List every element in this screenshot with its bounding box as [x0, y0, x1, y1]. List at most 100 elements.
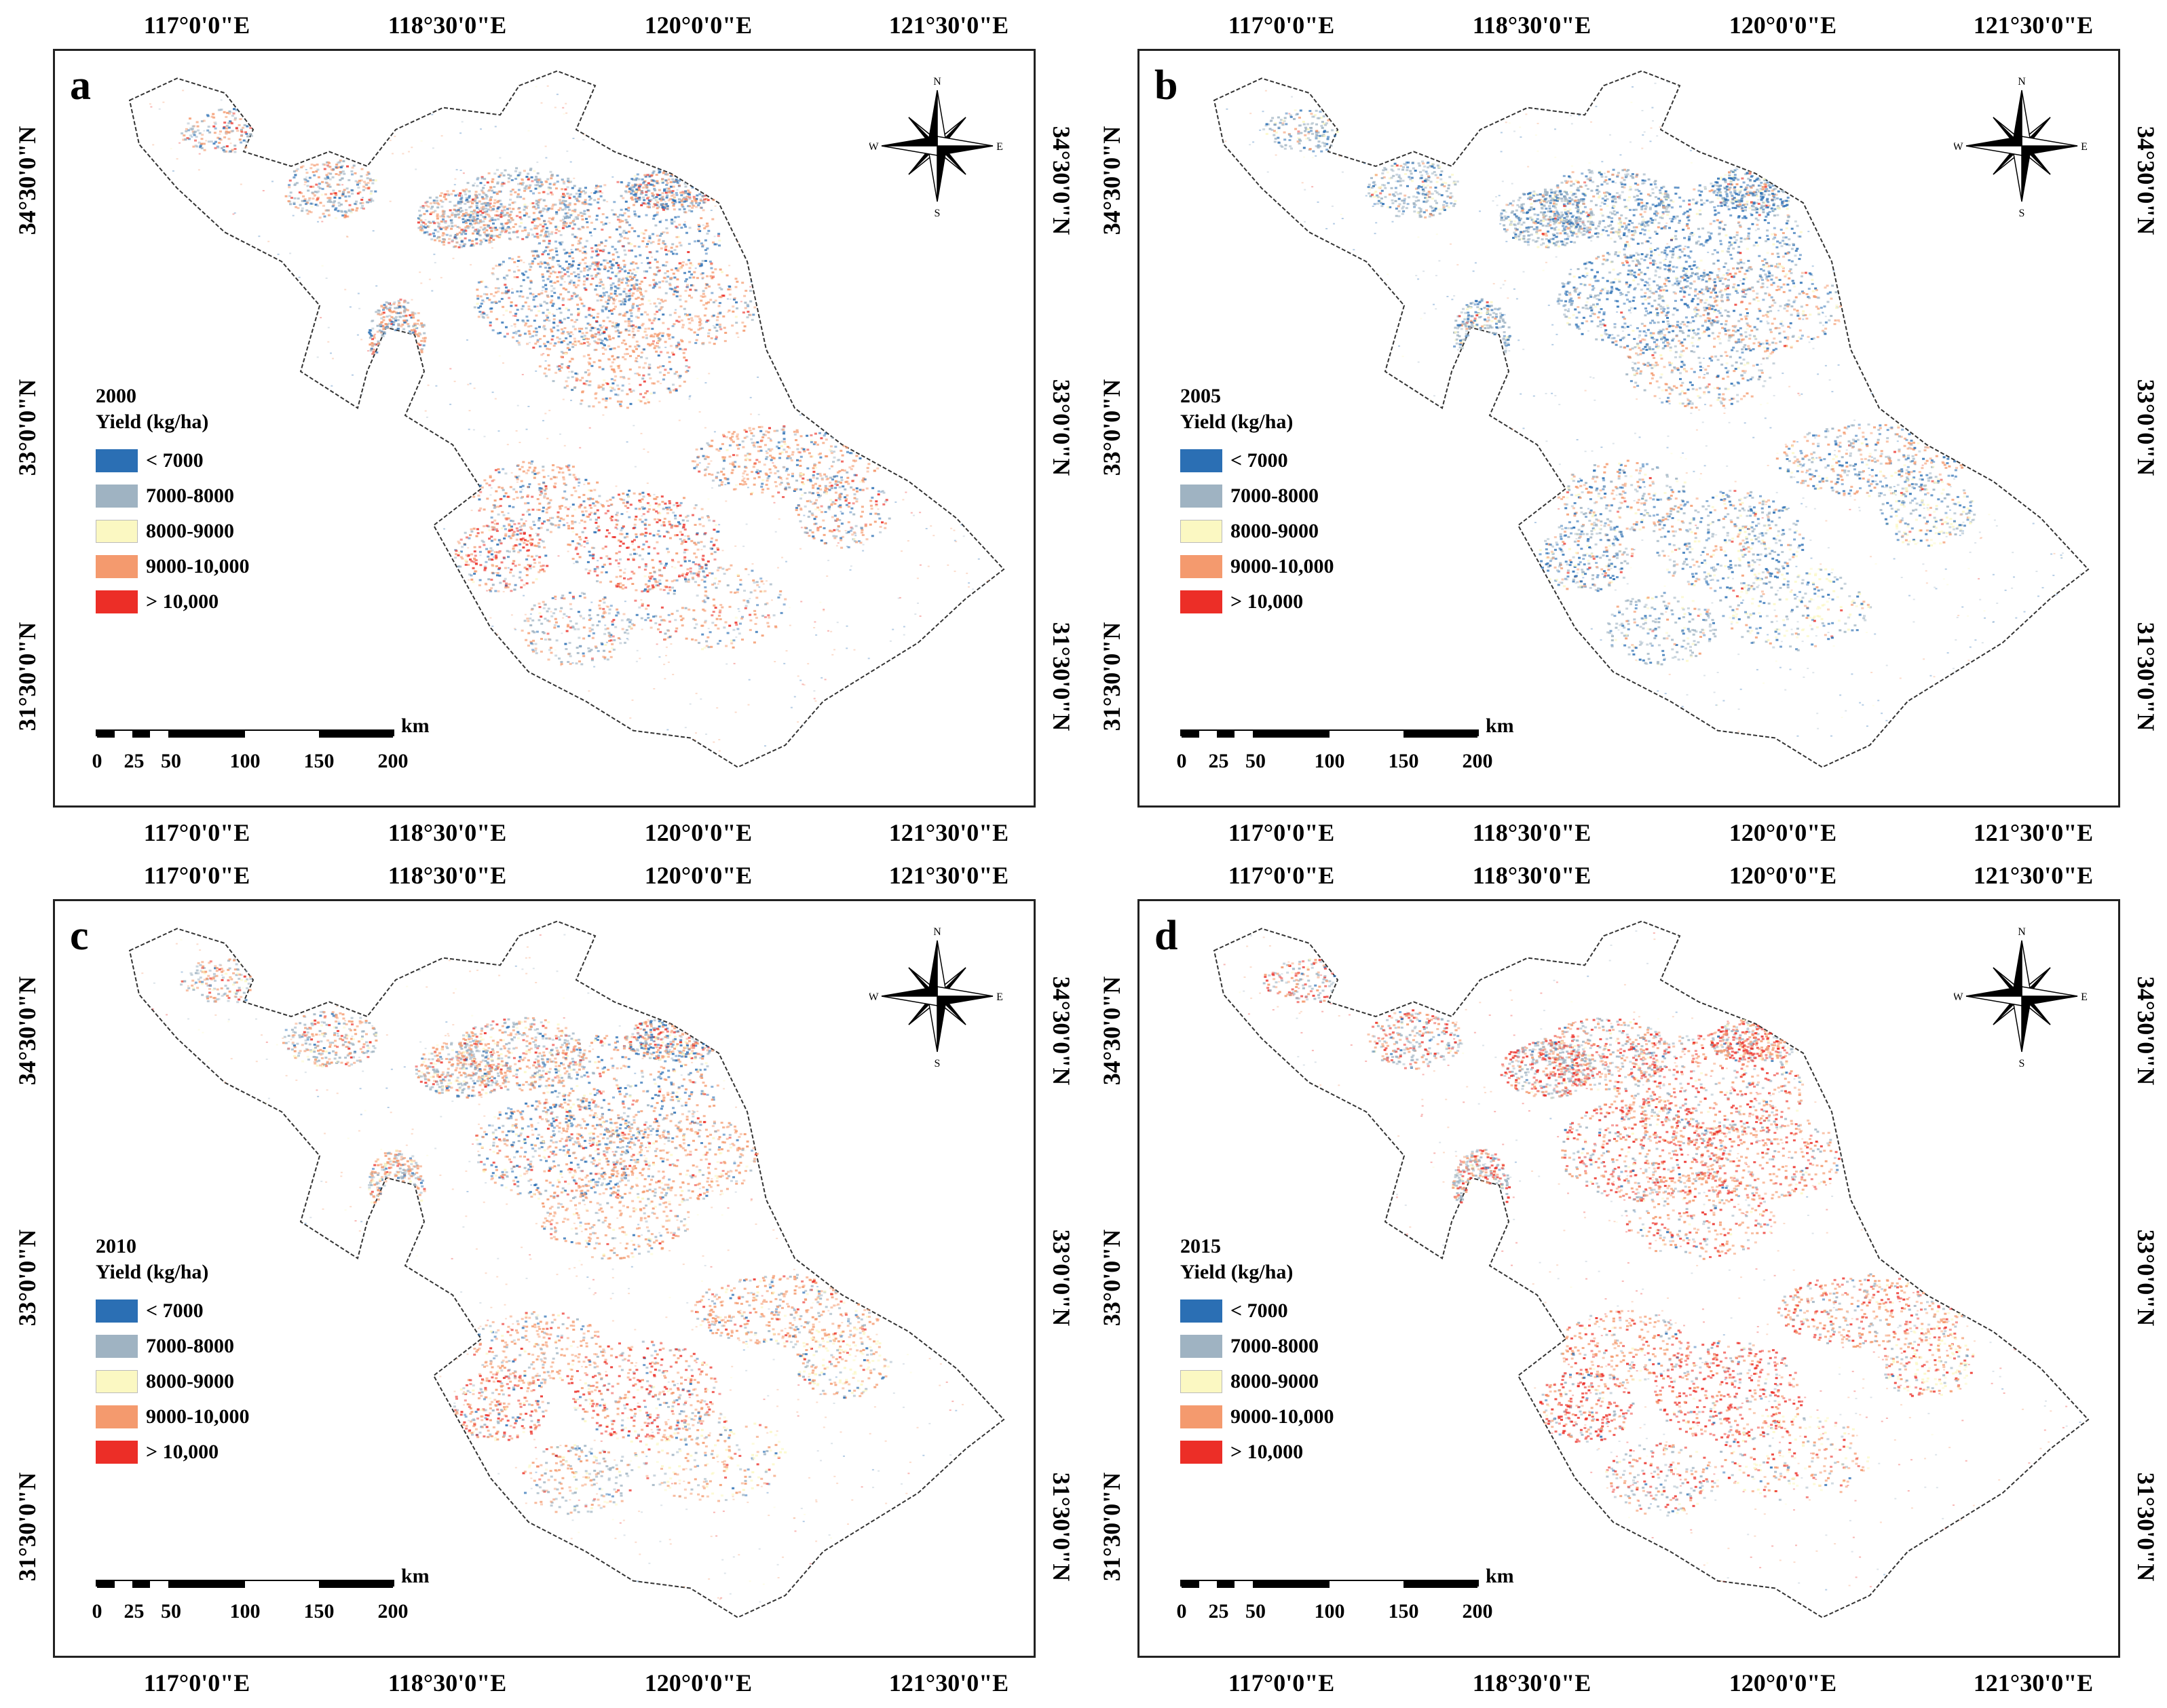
longitude-label: 121°30'0"E	[889, 818, 1009, 847]
latitude-label: 31°30'0"N	[1047, 622, 1076, 731]
scale-bar-segment	[150, 731, 168, 738]
legend-title: Yield (kg/ha)	[96, 1259, 250, 1285]
latitude-label: 34°30'0"N	[1097, 126, 1126, 235]
compass-n-label: N	[2018, 926, 2026, 938]
panel-letter: b	[1154, 62, 1177, 110]
latitude-label: 31°30'0"N	[13, 622, 41, 731]
north-arrow-icon: N S E W	[868, 71, 1005, 221]
longitude-label: 120°0'0"E	[645, 818, 752, 847]
longitude-label: 118°30'0"E	[388, 11, 506, 39]
scale-bar-segment	[97, 731, 115, 738]
latitude-label: 31°30'0"N	[1097, 1473, 1126, 1581]
latitude-label: 33°0'0"N	[1097, 379, 1126, 476]
scale-bar-segment	[132, 1581, 151, 1588]
longitude-label: 117°0'0"E	[144, 11, 250, 39]
longitude-label: 121°30'0"E	[1974, 1669, 2093, 1697]
longitude-label: 118°30'0"E	[1473, 861, 1591, 890]
province-boundary	[1213, 70, 2090, 768]
compass-n-label: N	[933, 76, 941, 88]
legend-swatch	[96, 1405, 138, 1428]
compass-rose-icon: N S E W	[1953, 76, 2088, 219]
longitude-label: 118°30'0"E	[388, 1669, 506, 1697]
scale-bar-segment	[115, 1581, 133, 1588]
legend-swatch	[96, 520, 138, 543]
compass-e-label: E	[2081, 141, 2088, 153]
longitude-label: 117°0'0"E	[1228, 11, 1334, 39]
latitude-label: 33°0'0"N	[1047, 1230, 1076, 1326]
compass-e-label: E	[996, 991, 1003, 1003]
scale-tick-label: 25	[1209, 1600, 1229, 1623]
compass-s-label: S	[2019, 1058, 2025, 1069]
legend-item: 8000-9000	[1180, 1364, 1334, 1399]
legend-label: 9000-10,000	[1230, 555, 1334, 578]
scale-bar-segment	[245, 731, 319, 738]
longitude-label: 120°0'0"E	[1729, 11, 1836, 39]
longitude-label: 120°0'0"E	[1729, 861, 1836, 890]
scale-bar-track	[1180, 729, 1479, 738]
legend-item: < 7000	[1180, 443, 1334, 478]
scale-bar-segment	[1182, 731, 1200, 738]
longitude-label: 121°30'0"E	[1974, 818, 2093, 847]
province-yield-map	[1213, 70, 2090, 768]
legend: 2010 Yield (kg/ha) < 7000 7000-8000 8000-900…	[96, 1234, 250, 1470]
compass-s-label: S	[935, 208, 941, 219]
legend-item: < 7000	[96, 443, 250, 478]
scale-bar-segment	[1217, 1581, 1235, 1588]
legend-swatch	[96, 1441, 138, 1464]
longitude-label: 120°0'0"E	[645, 1669, 752, 1697]
scale-tick-label: 150	[304, 1600, 335, 1623]
scale-tick-label: 50	[1245, 750, 1266, 773]
scale-tick-label: 200	[1463, 750, 1493, 773]
map-panel-b: b 2005 Yield (kg/ha) < 7000 7000-8000 8000-90…	[1137, 49, 2120, 808]
legend-label: > 10,000	[146, 590, 219, 613]
legend-swatch	[96, 485, 138, 508]
longitude-label: 120°0'0"E	[645, 861, 752, 890]
scale-bar-segment	[150, 1581, 168, 1588]
scale-tick-label: 200	[378, 1600, 409, 1623]
longitude-label: 120°0'0"E	[1729, 1669, 1836, 1697]
compass-n-label: N	[933, 926, 941, 938]
scale-tick-label: 25	[1209, 750, 1229, 773]
scale-bar-segment	[1330, 731, 1403, 738]
scale-bar-segment	[319, 731, 393, 738]
legend: 2015 Yield (kg/ha) < 7000 7000-8000 8000-900…	[1180, 1234, 1334, 1470]
legend-swatch	[1180, 1405, 1222, 1428]
longitude-label: 117°0'0"E	[144, 818, 250, 847]
scale-bar-segment	[1403, 1581, 1477, 1588]
legend-label: > 10,000	[1230, 1441, 1303, 1464]
legend-item: 9000-10,000	[96, 1399, 250, 1435]
legend-swatch	[1180, 1299, 1222, 1323]
yield-pixels	[149, 85, 990, 752]
legend-item: 8000-9000	[96, 514, 250, 549]
scale-bar-segment	[1235, 731, 1253, 738]
legend-label: 8000-9000	[1230, 1370, 1319, 1393]
latitude-label: 33°0'0"N	[13, 1230, 41, 1326]
scale-tick-label: 50	[161, 1600, 181, 1623]
legend-swatch	[96, 449, 138, 472]
legend-year: 2010	[96, 1234, 250, 1259]
legend-item: > 10,000	[1180, 584, 1334, 620]
scale-tick-label: 50	[161, 750, 181, 773]
legend-item: < 7000	[1180, 1293, 1334, 1329]
scale-bar-track	[1180, 1580, 1479, 1588]
legend-item: 9000-10,000	[1180, 1399, 1334, 1435]
legend-item: 7000-8000	[1180, 1329, 1334, 1364]
scale-bar: 0 25 50 100 150 200 km	[1177, 1565, 1547, 1634]
scale-unit: km	[1486, 1565, 1514, 1588]
latitude-label: 31°30'0"N	[1047, 1473, 1076, 1581]
legend-swatch	[1180, 1370, 1222, 1393]
longitude-label: 120°0'0"E	[645, 11, 752, 39]
legend-swatch	[96, 1335, 138, 1358]
map-panel-a: a 2000 Yield (kg/ha) < 7000 7000-8000 8000-90…	[53, 49, 1036, 808]
latitude-label: 33°0'0"N	[2132, 1230, 2160, 1326]
legend-item: 7000-8000	[96, 478, 250, 514]
province-yield-map	[128, 70, 1005, 768]
longitude-label: 117°0'0"E	[1228, 861, 1334, 890]
compass-w-label: W	[1954, 991, 1963, 1003]
scale-bar-segment	[1199, 1581, 1218, 1588]
latitude-label: 33°0'0"N	[1047, 379, 1076, 476]
scale-bar-segment	[1199, 731, 1218, 738]
latitude-label: 34°30'0"N	[13, 126, 41, 235]
province-boundary	[128, 920, 1005, 1618]
latitude-label: 34°30'0"N	[13, 976, 41, 1085]
